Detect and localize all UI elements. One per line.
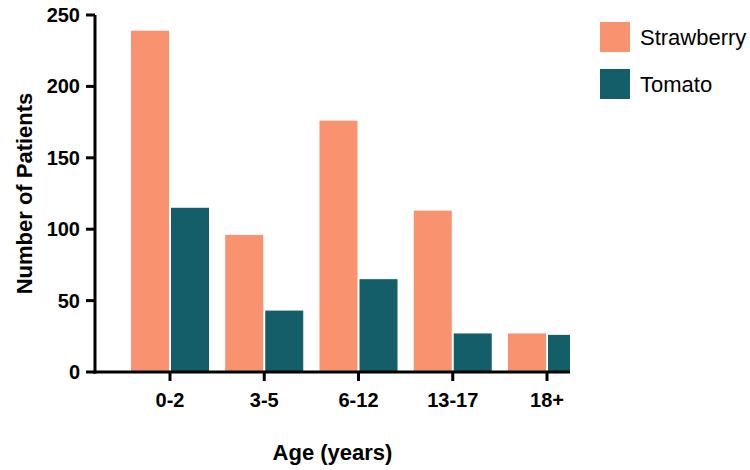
bar <box>414 211 452 372</box>
legend-label: Strawberry <box>640 25 746 50</box>
legend: Strawberry Tomato <box>600 22 746 99</box>
x-tick-label: 0-2 <box>156 389 185 411</box>
y-tick-label: 0 <box>69 361 80 383</box>
x-axis-line <box>94 371 571 374</box>
bar <box>225 235 263 372</box>
legend-swatch <box>600 69 630 99</box>
bar <box>454 333 492 372</box>
y-tick-label: 50 <box>58 290 80 312</box>
x-tick <box>451 372 454 381</box>
y-tick <box>86 156 95 159</box>
bar <box>320 121 358 372</box>
y-tick-label: 150 <box>47 147 80 169</box>
bar <box>548 335 570 372</box>
x-tick <box>263 372 266 381</box>
bar <box>508 333 546 372</box>
bar <box>265 311 303 372</box>
y-tick <box>86 14 95 17</box>
x-tick-label: 18+ <box>530 389 564 411</box>
bar <box>171 208 209 372</box>
y-axis-line <box>94 15 97 374</box>
bars <box>131 31 570 372</box>
x-tick-label: 6-12 <box>338 389 378 411</box>
legend-label: Tomato <box>640 72 712 97</box>
x-tick <box>169 372 172 381</box>
bar <box>131 31 169 372</box>
bar <box>360 279 398 372</box>
x-tick <box>357 372 360 381</box>
x-axis-title: Age (years) <box>273 440 393 465</box>
x-tick <box>546 372 549 381</box>
legend-swatch <box>600 22 630 52</box>
y-tick <box>86 299 95 302</box>
y-tick-label: 200 <box>47 75 80 97</box>
chart-container: 0 50 100 150 200 250 0-2 3-5 6-12 13-17 18+ Age (ye… <box>0 0 750 470</box>
y-tick <box>86 228 95 231</box>
chart-svg: 0 50 100 150 200 250 0-2 3-5 6-12 13-17 18+ Age (ye… <box>0 0 750 470</box>
y-tick-label: 250 <box>47 4 80 26</box>
y-tick-label: 100 <box>47 218 80 240</box>
y-tick <box>86 371 95 374</box>
x-tick-label: 13-17 <box>427 389 478 411</box>
y-axis-title: Number of Patients <box>12 93 37 295</box>
x-tick-label: 3-5 <box>250 389 279 411</box>
y-tick <box>86 85 95 88</box>
